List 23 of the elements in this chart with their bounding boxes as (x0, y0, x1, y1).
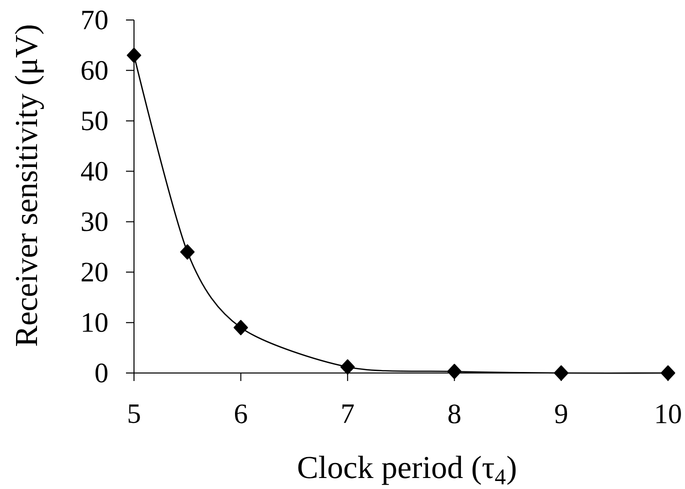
y-tick-label: 10 (82, 313, 108, 332)
y-tick-label: 20 (82, 262, 108, 282)
y-tick-label: 70 (82, 10, 108, 30)
x-tick-label: 6 (235, 404, 247, 424)
point (554, 365, 568, 381)
y-tick-label: 30 (82, 212, 108, 232)
y-axis-title: Receiver sensitivity (μV) (14, 25, 44, 346)
point (340, 359, 355, 375)
x-tick-label: 10 (656, 404, 681, 424)
x-tick-label: 5 (128, 404, 140, 424)
point (660, 365, 676, 381)
point (126, 48, 142, 63)
point (447, 364, 462, 380)
x-tick-label: 7 (342, 404, 354, 423)
y-tick-label: 0 (96, 364, 108, 382)
y-tick-label: 60 (82, 60, 108, 80)
x-tick-label: 8 (448, 404, 460, 424)
x-axis-title: Clock period (τ$_{4}$) (298, 456, 516, 485)
point (180, 244, 195, 260)
x-tick-label: 9 (555, 404, 568, 424)
point (234, 320, 248, 336)
y-tick-label: 50 (82, 111, 108, 130)
y-tick-label: 40 (81, 162, 108, 181)
